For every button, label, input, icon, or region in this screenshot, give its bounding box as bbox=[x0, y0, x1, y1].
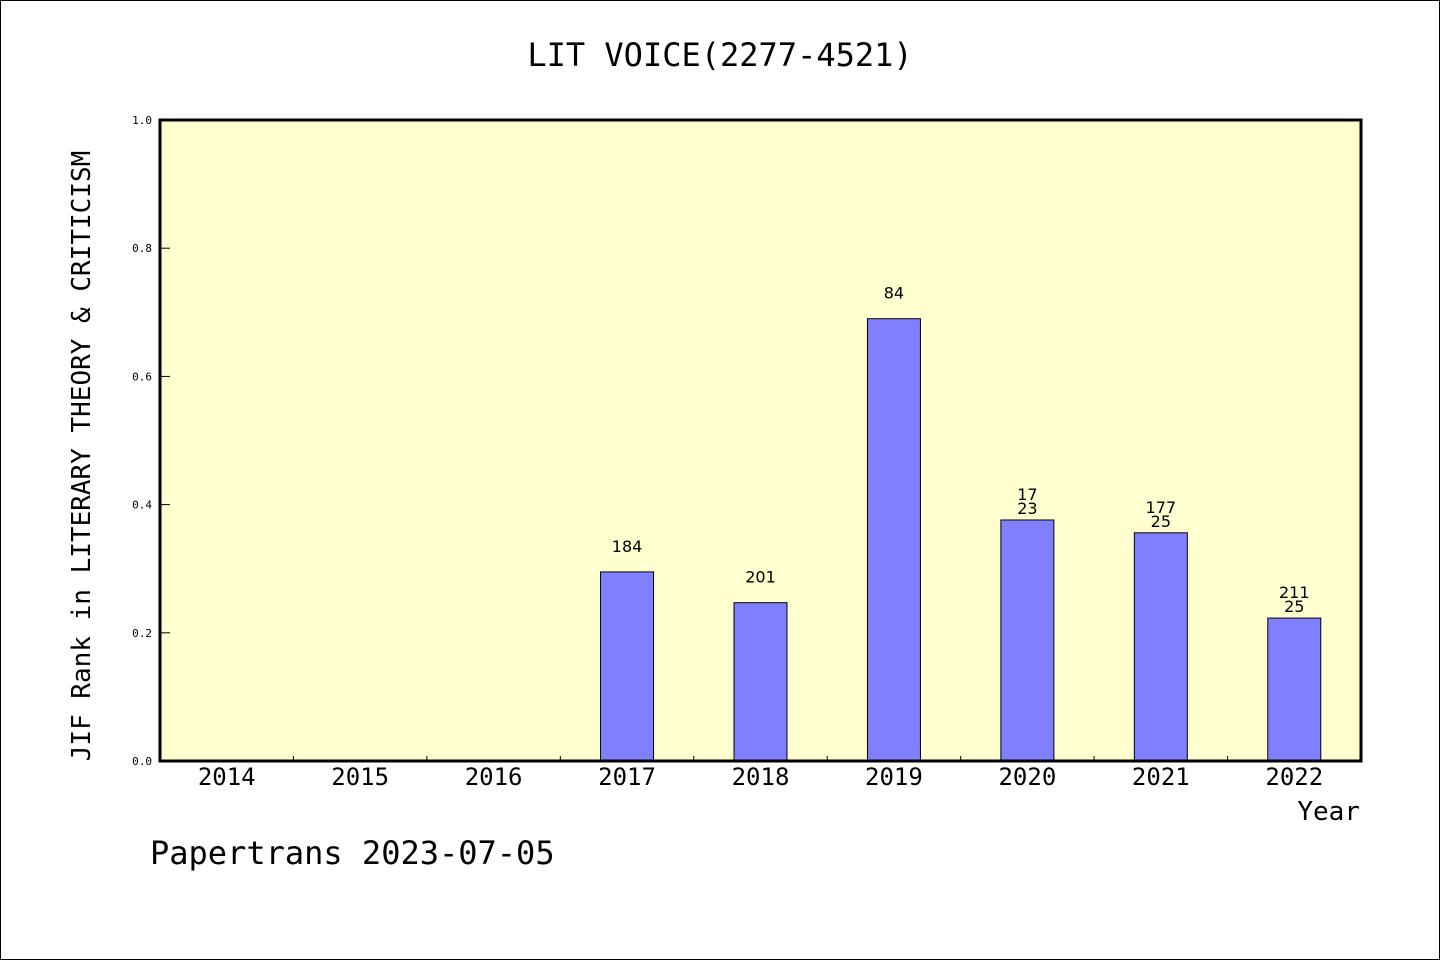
data-label: 211 bbox=[1279, 583, 1310, 602]
bar bbox=[866, 318, 921, 762]
y-tick-label: 0.0 bbox=[132, 755, 152, 768]
data-label: 201 bbox=[745, 568, 776, 587]
x-tick-label: 2017 bbox=[598, 763, 656, 791]
bar bbox=[1133, 532, 1188, 762]
data-label: 25 bbox=[1284, 597, 1304, 616]
x-axis-label: Year bbox=[1297, 797, 1360, 827]
data-label: 184 bbox=[612, 537, 643, 556]
y-tick-label: 0.4 bbox=[132, 499, 152, 512]
x-tick-label: 2016 bbox=[465, 763, 523, 791]
bar bbox=[1267, 617, 1322, 762]
y-axis-label: JIF Rank in LITERARY THEORY & CRITICISM bbox=[67, 151, 97, 761]
x-tick-label: 2014 bbox=[198, 763, 256, 791]
x-tick-label: 2020 bbox=[998, 763, 1056, 791]
data-label: 25 bbox=[1151, 512, 1171, 531]
x-tick-label: 2019 bbox=[865, 763, 923, 791]
data-label: 84 bbox=[884, 284, 904, 303]
plot-border bbox=[158, 118, 1363, 763]
x-tick-label: 2021 bbox=[1132, 763, 1190, 791]
chart-title: LIT VOICE(2277-4521) bbox=[527, 36, 912, 74]
data-label: 177 bbox=[1146, 498, 1177, 517]
bar bbox=[600, 571, 655, 762]
bar bbox=[733, 602, 788, 762]
data-label: 17 bbox=[1017, 485, 1037, 504]
y-tick-label: 1.0 bbox=[132, 114, 152, 127]
y-tick-label: 0.8 bbox=[132, 242, 152, 255]
footer-text: Papertrans 2023-07-05 bbox=[150, 834, 555, 872]
y-tick-label: 0.6 bbox=[132, 370, 152, 383]
x-tick-label: 2018 bbox=[732, 763, 790, 791]
bar bbox=[1000, 519, 1055, 762]
x-tick-label: 2015 bbox=[331, 763, 389, 791]
data-label: 23 bbox=[1017, 499, 1037, 518]
y-tick-label: 0.2 bbox=[132, 627, 152, 640]
x-tick-label: 2022 bbox=[1265, 763, 1323, 791]
